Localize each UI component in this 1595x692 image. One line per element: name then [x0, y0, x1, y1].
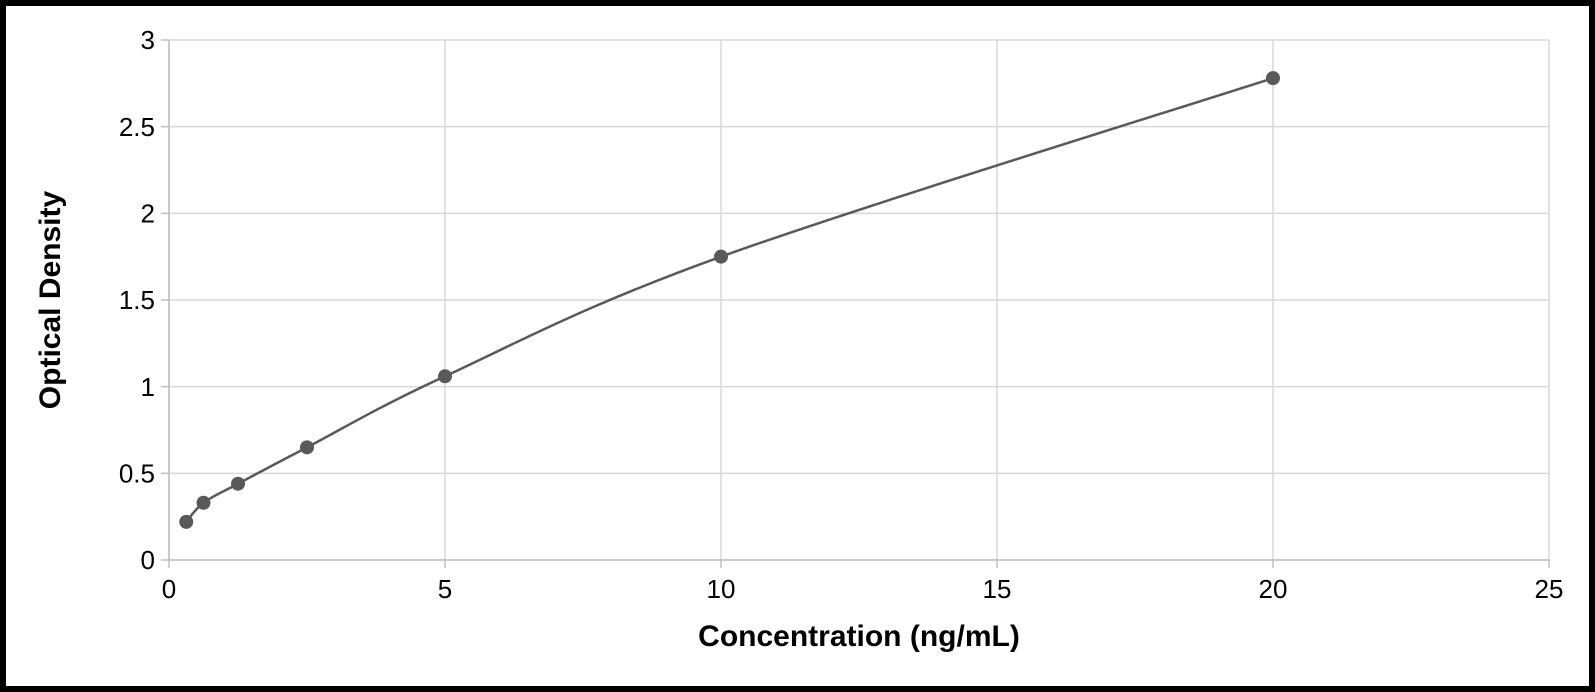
x-tick-labels: 0 5 10 15 20 25: [162, 560, 1564, 604]
chart-svg: 0 5 10 15 20 25 0 0.5 1 1.5 2 2.5 3 Concentration (ng…: [24, 20, 1577, 678]
y-tick-label: 3: [141, 25, 155, 55]
data-point: [438, 369, 452, 383]
chart-container: 0 5 10 15 20 25 0 0.5 1 1.5 2 2.5 3 Concentration (ng…: [24, 20, 1571, 672]
chart-outer-frame: 0 5 10 15 20 25 0 0.5 1 1.5 2 2.5 3 Concentration (ng…: [0, 0, 1595, 692]
x-tick-label: 15: [983, 574, 1012, 604]
data-point: [1266, 71, 1280, 85]
data-point: [179, 515, 193, 529]
y-tick-label: 0.5: [119, 458, 155, 488]
x-tick-label: 5: [438, 574, 452, 604]
x-tick-label: 0: [162, 574, 176, 604]
y-tick-labels: 0 0.5 1 1.5 2 2.5 3: [119, 25, 169, 575]
y-axis-label: Optical Density: [34, 190, 67, 409]
data-point: [300, 440, 314, 454]
x-tick-label: 10: [707, 574, 736, 604]
data-point: [197, 496, 211, 510]
x-axis-label: Concentration (ng/mL): [698, 620, 1020, 653]
y-tick-label: 1.5: [119, 285, 155, 315]
data-point: [714, 250, 728, 264]
y-tick-label: 2: [141, 198, 155, 228]
y-tick-label: 2.5: [119, 112, 155, 142]
x-tick-label: 20: [1259, 574, 1288, 604]
y-tick-label: 0: [141, 545, 155, 575]
y-tick-label: 1: [141, 372, 155, 402]
data-point: [231, 477, 245, 491]
x-tick-label: 25: [1535, 574, 1564, 604]
